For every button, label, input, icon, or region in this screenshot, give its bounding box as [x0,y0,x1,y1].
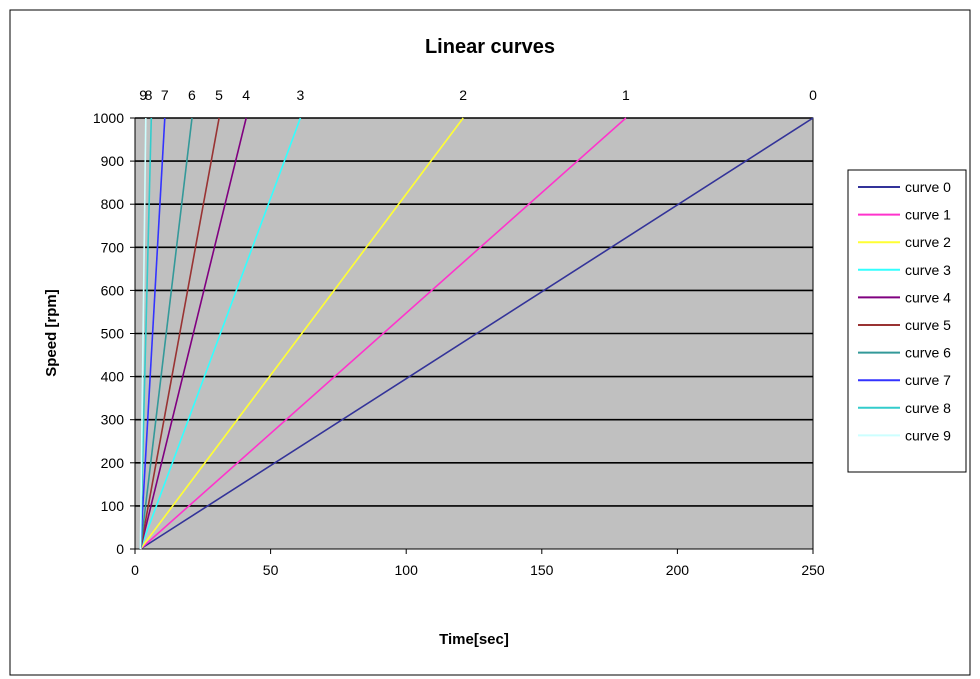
y-tick-label: 100 [101,498,125,514]
legend-item: curve 2 [905,234,951,250]
series-line [139,117,220,550]
curve-end-label: 0 [809,87,817,103]
y-tick-label: 200 [101,455,125,471]
series-line [139,117,147,550]
curve-end-label: 9 [139,87,147,103]
legend-item: curve 6 [905,345,951,361]
legend-item: curve 4 [905,289,951,305]
y-tick-label: 500 [101,326,125,342]
curve-end-label: 1 [622,87,630,103]
series-line [139,117,814,550]
x-tick-label: 250 [801,562,825,578]
series-line [139,117,464,550]
legend-item: curve 1 [905,207,951,223]
chart-title: Linear curves [425,36,555,58]
legend-item: curve 8 [905,400,951,416]
curve-end-labels: 98 7 6 5 4 3 2 1 0 [139,87,817,103]
x-tick-label: 150 [530,562,554,578]
series-line [139,117,166,550]
series-lines [139,117,814,550]
legend-item: curve 5 [905,317,951,333]
y-tick-label: 800 [101,196,125,212]
series-line [139,117,153,550]
y-tick-label: 700 [101,239,125,255]
curve-end-label: 2 [459,87,467,103]
y-tick-label: 300 [101,412,125,428]
y-axis-ticks: 0 100 200 300 400 500 600 700 800 900 1000 [93,110,135,557]
curve-end-label: 7 [161,87,169,103]
curve-end-label: 6 [188,87,196,103]
legend-item: curve 7 [905,372,951,388]
x-axis-ticks: 0 50 100 150 200 250 [131,549,825,578]
x-tick-label: 200 [666,562,690,578]
x-tick-label: 0 [131,562,139,578]
series-line [139,117,627,550]
series-line [139,117,247,550]
curve-end-label: 5 [215,87,223,103]
x-tick-label: 50 [263,562,279,578]
curve-end-label: 3 [297,87,305,103]
y-tick-label: 900 [101,153,125,169]
legend: curve 0 curve 1 curve 2 curve 3 curve 4 curve… [847,169,967,473]
grid-lines [135,117,813,507]
legend-item: curve 9 [905,427,951,443]
y-tick-label: 600 [101,282,125,298]
curve-end-label: 4 [242,87,250,103]
series-line [139,117,193,550]
series-line [139,117,302,550]
curve-end-label: 8 [145,87,153,103]
y-tick-label: 1000 [93,110,124,126]
y-tick-label: 400 [101,369,125,385]
y-tick-label: 0 [116,541,124,557]
y-axis-label: Speed [rpm] [43,289,60,377]
x-tick-label: 100 [395,562,419,578]
legend-box [847,169,967,473]
legend-item: curve 0 [905,179,951,195]
x-axis-label: Time[sec] [439,631,509,648]
legend-item: curve 3 [905,262,951,278]
